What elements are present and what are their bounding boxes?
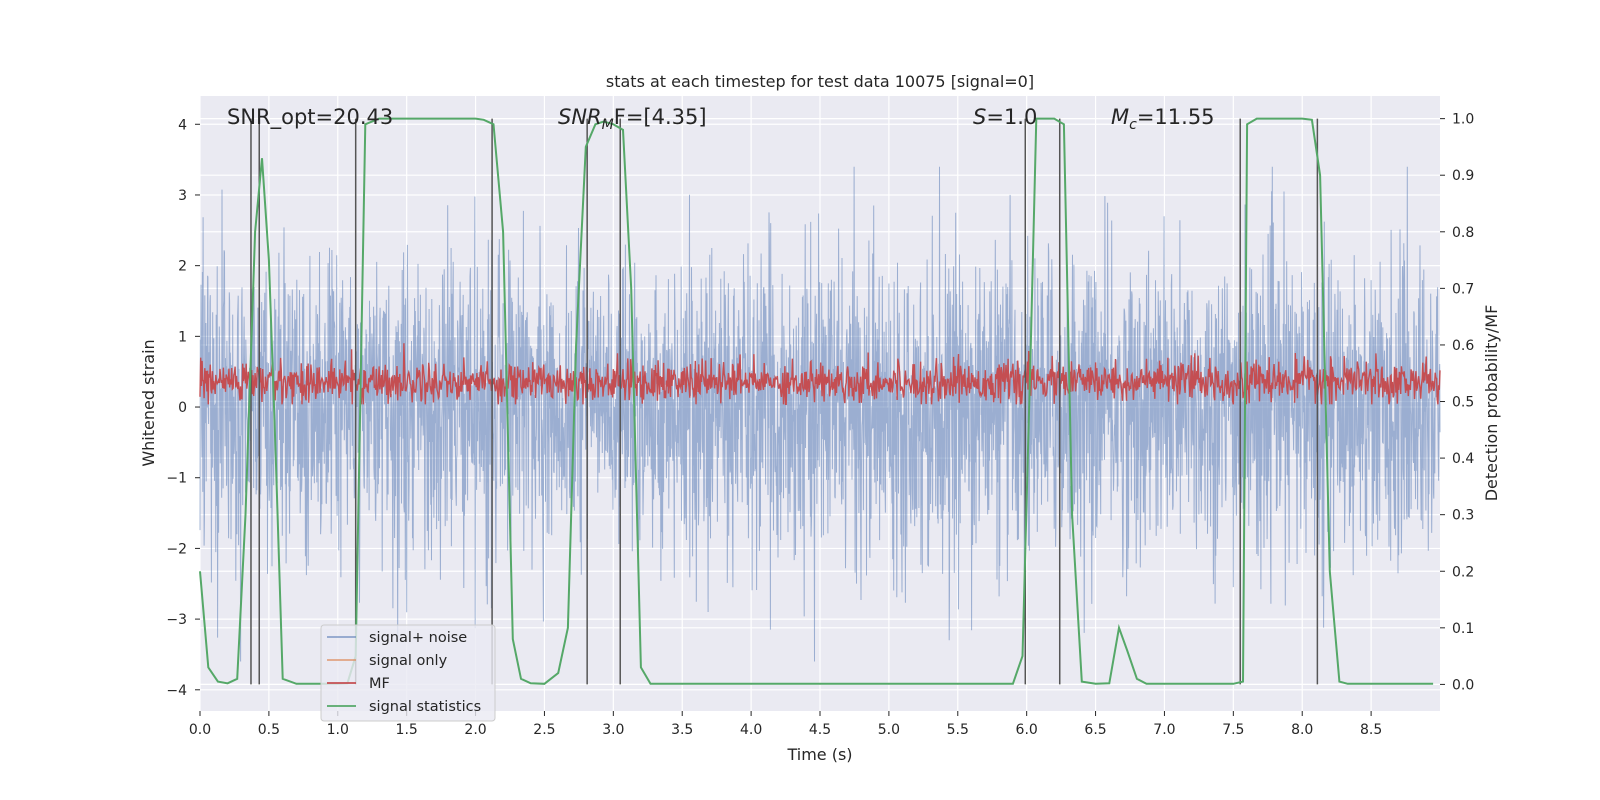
x-tick-label: 4.0 bbox=[740, 722, 762, 738]
x-tick-label: 0.0 bbox=[189, 722, 211, 738]
x-tick-label: 6.5 bbox=[1084, 722, 1106, 738]
x-axis-label: Time (s) bbox=[786, 745, 852, 764]
snr-mf-sub: M bbox=[602, 117, 614, 133]
x-tick-label: 8.5 bbox=[1360, 722, 1382, 738]
series-line-signal-noise bbox=[199, 166, 1441, 662]
x-tick-label: 2.0 bbox=[464, 722, 486, 738]
snr-opt-annotation: SNR_opt=20.43 bbox=[227, 105, 393, 130]
legend-label-signal-only: signal only bbox=[369, 653, 448, 669]
legend-box bbox=[320, 624, 496, 722]
x-tick-label: 5.0 bbox=[878, 722, 900, 738]
y-axis-right-label: Detection probability/MF bbox=[1482, 305, 1501, 502]
signal-noise-series bbox=[199, 166, 1441, 662]
y-right-tick-label: 0.6 bbox=[1452, 338, 1474, 354]
y-left-tick-label: −1 bbox=[166, 471, 187, 487]
y-left-tick-label: 4 bbox=[178, 117, 187, 133]
x-tick-label: 4.5 bbox=[809, 722, 831, 738]
y-right-tick-label: 1.0 bbox=[1452, 112, 1474, 128]
s-value: =1.0 bbox=[986, 105, 1037, 129]
x-tick-label: 8.0 bbox=[1291, 722, 1313, 738]
y-left-tick-label: 2 bbox=[178, 259, 187, 275]
y-right-tick-label: 0.8 bbox=[1452, 225, 1474, 241]
y-right-tick-label: 0.9 bbox=[1452, 168, 1474, 184]
x-tick-label: 5.5 bbox=[947, 722, 969, 738]
snr-mf-suffix: F=[4.35] bbox=[614, 105, 707, 129]
series-line-mf bbox=[199, 343, 1441, 405]
x-tick-label: 7.0 bbox=[1153, 722, 1175, 738]
y-left-tick-label: −2 bbox=[166, 541, 187, 557]
legend-label-stats: signal statistics bbox=[369, 699, 481, 715]
mc-symbol: M bbox=[1111, 105, 1129, 129]
x-tick-label: 1.5 bbox=[396, 722, 418, 738]
x-tick-label: 0.5 bbox=[258, 722, 280, 738]
y-left-tick-label: −4 bbox=[166, 683, 187, 699]
vertical-markers bbox=[250, 118, 1319, 685]
y-right-tick-label: 0.2 bbox=[1452, 564, 1474, 580]
x-tick-label: 2.5 bbox=[533, 722, 555, 738]
y-axis-left-label: Whitened strain bbox=[139, 339, 158, 466]
axis-ticks: 0.0 0.5 1.0 1.5 2.0 2.5 3.0 3.5 4.0 4.5 5.0 5.5 6.0 6… bbox=[166, 112, 1474, 738]
snr-mf-prefix: SNR bbox=[558, 105, 602, 129]
snr-mf-annotation: SNRMF=[4.35] bbox=[558, 105, 707, 133]
y-right-tick-label: 0.3 bbox=[1452, 508, 1474, 524]
mf-series bbox=[199, 343, 1441, 405]
y-right-tick-label: 0.7 bbox=[1452, 281, 1474, 297]
y-left-tick-label: −3 bbox=[166, 612, 187, 628]
s-annotation: S=1.0 bbox=[973, 105, 1037, 129]
legend: signal+ noise signal only MF signal stat… bbox=[320, 624, 496, 722]
mc-sub: c bbox=[1129, 117, 1137, 133]
x-tick-label: 1.0 bbox=[327, 722, 349, 738]
chart-title: stats at each timestep for test data 100… bbox=[606, 72, 1034, 91]
legend-label-mf: MF bbox=[369, 676, 390, 692]
y-right-tick-label: 0.4 bbox=[1452, 451, 1474, 467]
x-tick-label: 3.0 bbox=[602, 722, 624, 738]
y-left-tick-label: 3 bbox=[178, 188, 187, 204]
x-tick-label: 6.0 bbox=[1016, 722, 1038, 738]
legend-label-noise: signal+ noise bbox=[369, 630, 467, 646]
y-right-tick-label: 0.5 bbox=[1452, 395, 1474, 411]
mc-annotation: Mc=11.55 bbox=[1111, 105, 1215, 133]
y-right-tick-label: 0.1 bbox=[1452, 621, 1474, 637]
y-right-tick-label: 0.0 bbox=[1452, 677, 1474, 693]
x-tick-label: 3.5 bbox=[671, 722, 693, 738]
x-tick-label: 7.5 bbox=[1222, 722, 1244, 738]
mc-value: =11.55 bbox=[1137, 105, 1215, 129]
y-left-tick-label: 1 bbox=[178, 329, 187, 345]
s-symbol: S bbox=[973, 105, 986, 129]
y-left-tick-label: 0 bbox=[178, 400, 187, 416]
